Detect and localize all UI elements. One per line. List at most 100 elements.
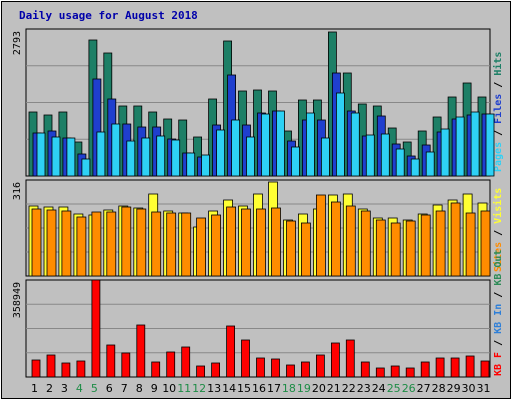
side-legend-sep: / [493, 124, 504, 142]
bar-sites-6 [106, 211, 117, 277]
x-tick-label-9: 9 [151, 382, 158, 395]
bar-sites-13 [211, 214, 222, 277]
bar-pages-6 [111, 123, 121, 177]
panel-top: 2793 Pages / Files / Hits [12, 28, 504, 177]
x-tick-label-27: 27 [417, 382, 431, 395]
bar-pages-13 [216, 129, 226, 177]
bar-sites-8 [136, 208, 147, 277]
bar-sites-7 [121, 206, 132, 277]
bar-sites-11 [181, 212, 192, 277]
bar-sites-9 [151, 211, 162, 277]
bar-sites-12 [196, 217, 207, 277]
bar-kb-f-25 [390, 365, 400, 378]
bar-pages-29 [455, 116, 465, 177]
bar-kb-f-8 [136, 324, 146, 378]
bar-pages-7 [126, 140, 136, 177]
bar-pages-19 [305, 112, 315, 177]
bar-sites-18 [286, 220, 296, 277]
side-legend-sep: / [493, 286, 504, 304]
bar-sites-3 [61, 210, 72, 277]
x-tick-label-15: 15 [237, 382, 251, 395]
bar-pages-1 [36, 132, 46, 177]
bar-kb-f-13 [211, 362, 221, 378]
bar-sites-23 [360, 210, 371, 277]
bar-sites-4 [76, 216, 87, 277]
bar-kb-f-2 [46, 354, 56, 378]
bar-kb-f-10 [166, 351, 176, 378]
side-legend-item: KB In [493, 304, 504, 334]
bar-pages-15 [246, 136, 255, 177]
bar-pages-11 [186, 152, 196, 177]
side-legend-item: Sites [492, 242, 504, 272]
bar-kb-f-19 [300, 361, 310, 378]
bar-sites-27 [420, 214, 431, 277]
side-legend-item: Pages [493, 142, 504, 172]
x-tick-label-26: 26 [402, 382, 416, 395]
x-tick-label-18: 18 [282, 382, 296, 395]
x-tick-label-14: 14 [222, 382, 236, 395]
bar-kb-f-4 [76, 360, 86, 378]
bar-pages-25 [395, 148, 405, 177]
bar-pages-26 [410, 158, 420, 177]
ymax-label-top: 2793 [12, 31, 23, 55]
bar-pages-10 [171, 139, 181, 177]
bar-pages-28 [440, 128, 450, 177]
bar-sites-20 [315, 194, 326, 277]
bar-sites-28 [435, 210, 446, 277]
bar-kb-f-16 [256, 357, 265, 378]
side-legend-item: Visits [492, 188, 504, 224]
bar-sites-19 [300, 222, 311, 277]
bar-kb-f-11 [181, 346, 191, 378]
x-tick-label-11: 11 [177, 382, 191, 395]
x-tick-label-12: 12 [192, 382, 206, 395]
bar-pages-9 [156, 135, 166, 177]
bar-kb-f-3 [61, 362, 71, 378]
bar-pages-4 [81, 158, 91, 177]
chart-title: Daily usage for August 2018 [19, 9, 198, 22]
ymax-label-bottom: 358949 [12, 282, 23, 318]
side-legend-item: KB Out [493, 250, 504, 286]
x-axis-labels: 1 2 3 4 5 6 7 8 9 10 11 12 13 14 15 16 17 18 19 20 21 22 23 24 2… [31, 382, 491, 395]
bar-pages-22 [350, 112, 360, 177]
side-legend-top: Pages / Files / Hits [492, 52, 504, 172]
bar-kb-f-14 [226, 325, 236, 378]
bar-sites-22 [345, 205, 356, 277]
bar-pages-14 [231, 119, 241, 177]
side-legend-bottom: KB F / KB In / KB Out [493, 250, 504, 376]
bar-pages-30 [470, 111, 480, 177]
bar-pages-24 [380, 133, 390, 177]
panels-layer: 2793 Pages / Files / Hits 316 Sites / Visit… [12, 28, 504, 378]
x-tick-label-8: 8 [136, 382, 143, 395]
x-tick-label-22: 22 [342, 382, 356, 395]
bar-pages-8 [141, 137, 151, 177]
x-tick-label-13: 13 [207, 382, 221, 395]
x-tick-label-23: 23 [357, 382, 371, 395]
bar-sites-15 [241, 208, 251, 277]
bar-kb-f-28 [435, 357, 445, 378]
ymax-label-middle: 316 [12, 182, 23, 200]
x-tick-label-29: 29 [447, 382, 461, 395]
x-tick-label-4: 4 [76, 382, 83, 395]
bar-kb-f-20 [315, 354, 325, 378]
bar-sites-21 [330, 201, 341, 277]
bar-kb-f-30 [465, 355, 475, 378]
bar-sites-29 [450, 202, 461, 277]
bar-kb-f-6 [106, 344, 116, 378]
bar-sites-2 [46, 209, 57, 277]
bar-pages-31 [485, 113, 495, 177]
outer-border [1, 1, 511, 399]
bar-pages-2 [51, 136, 61, 177]
bar-kb-f-18 [286, 364, 295, 378]
bar-pages-16 [261, 113, 270, 177]
x-tick-label-31: 31 [477, 382, 491, 395]
bar-sites-14 [226, 206, 237, 277]
x-tick-label-1: 1 [31, 382, 38, 395]
bar-sites-16 [256, 208, 266, 277]
bar-pages-20 [320, 137, 330, 177]
x-tick-label-25: 25 [387, 382, 401, 395]
bar-kb-f-21 [330, 342, 340, 378]
bar-sites-31 [480, 210, 491, 277]
bar-sites-1 [31, 208, 42, 277]
